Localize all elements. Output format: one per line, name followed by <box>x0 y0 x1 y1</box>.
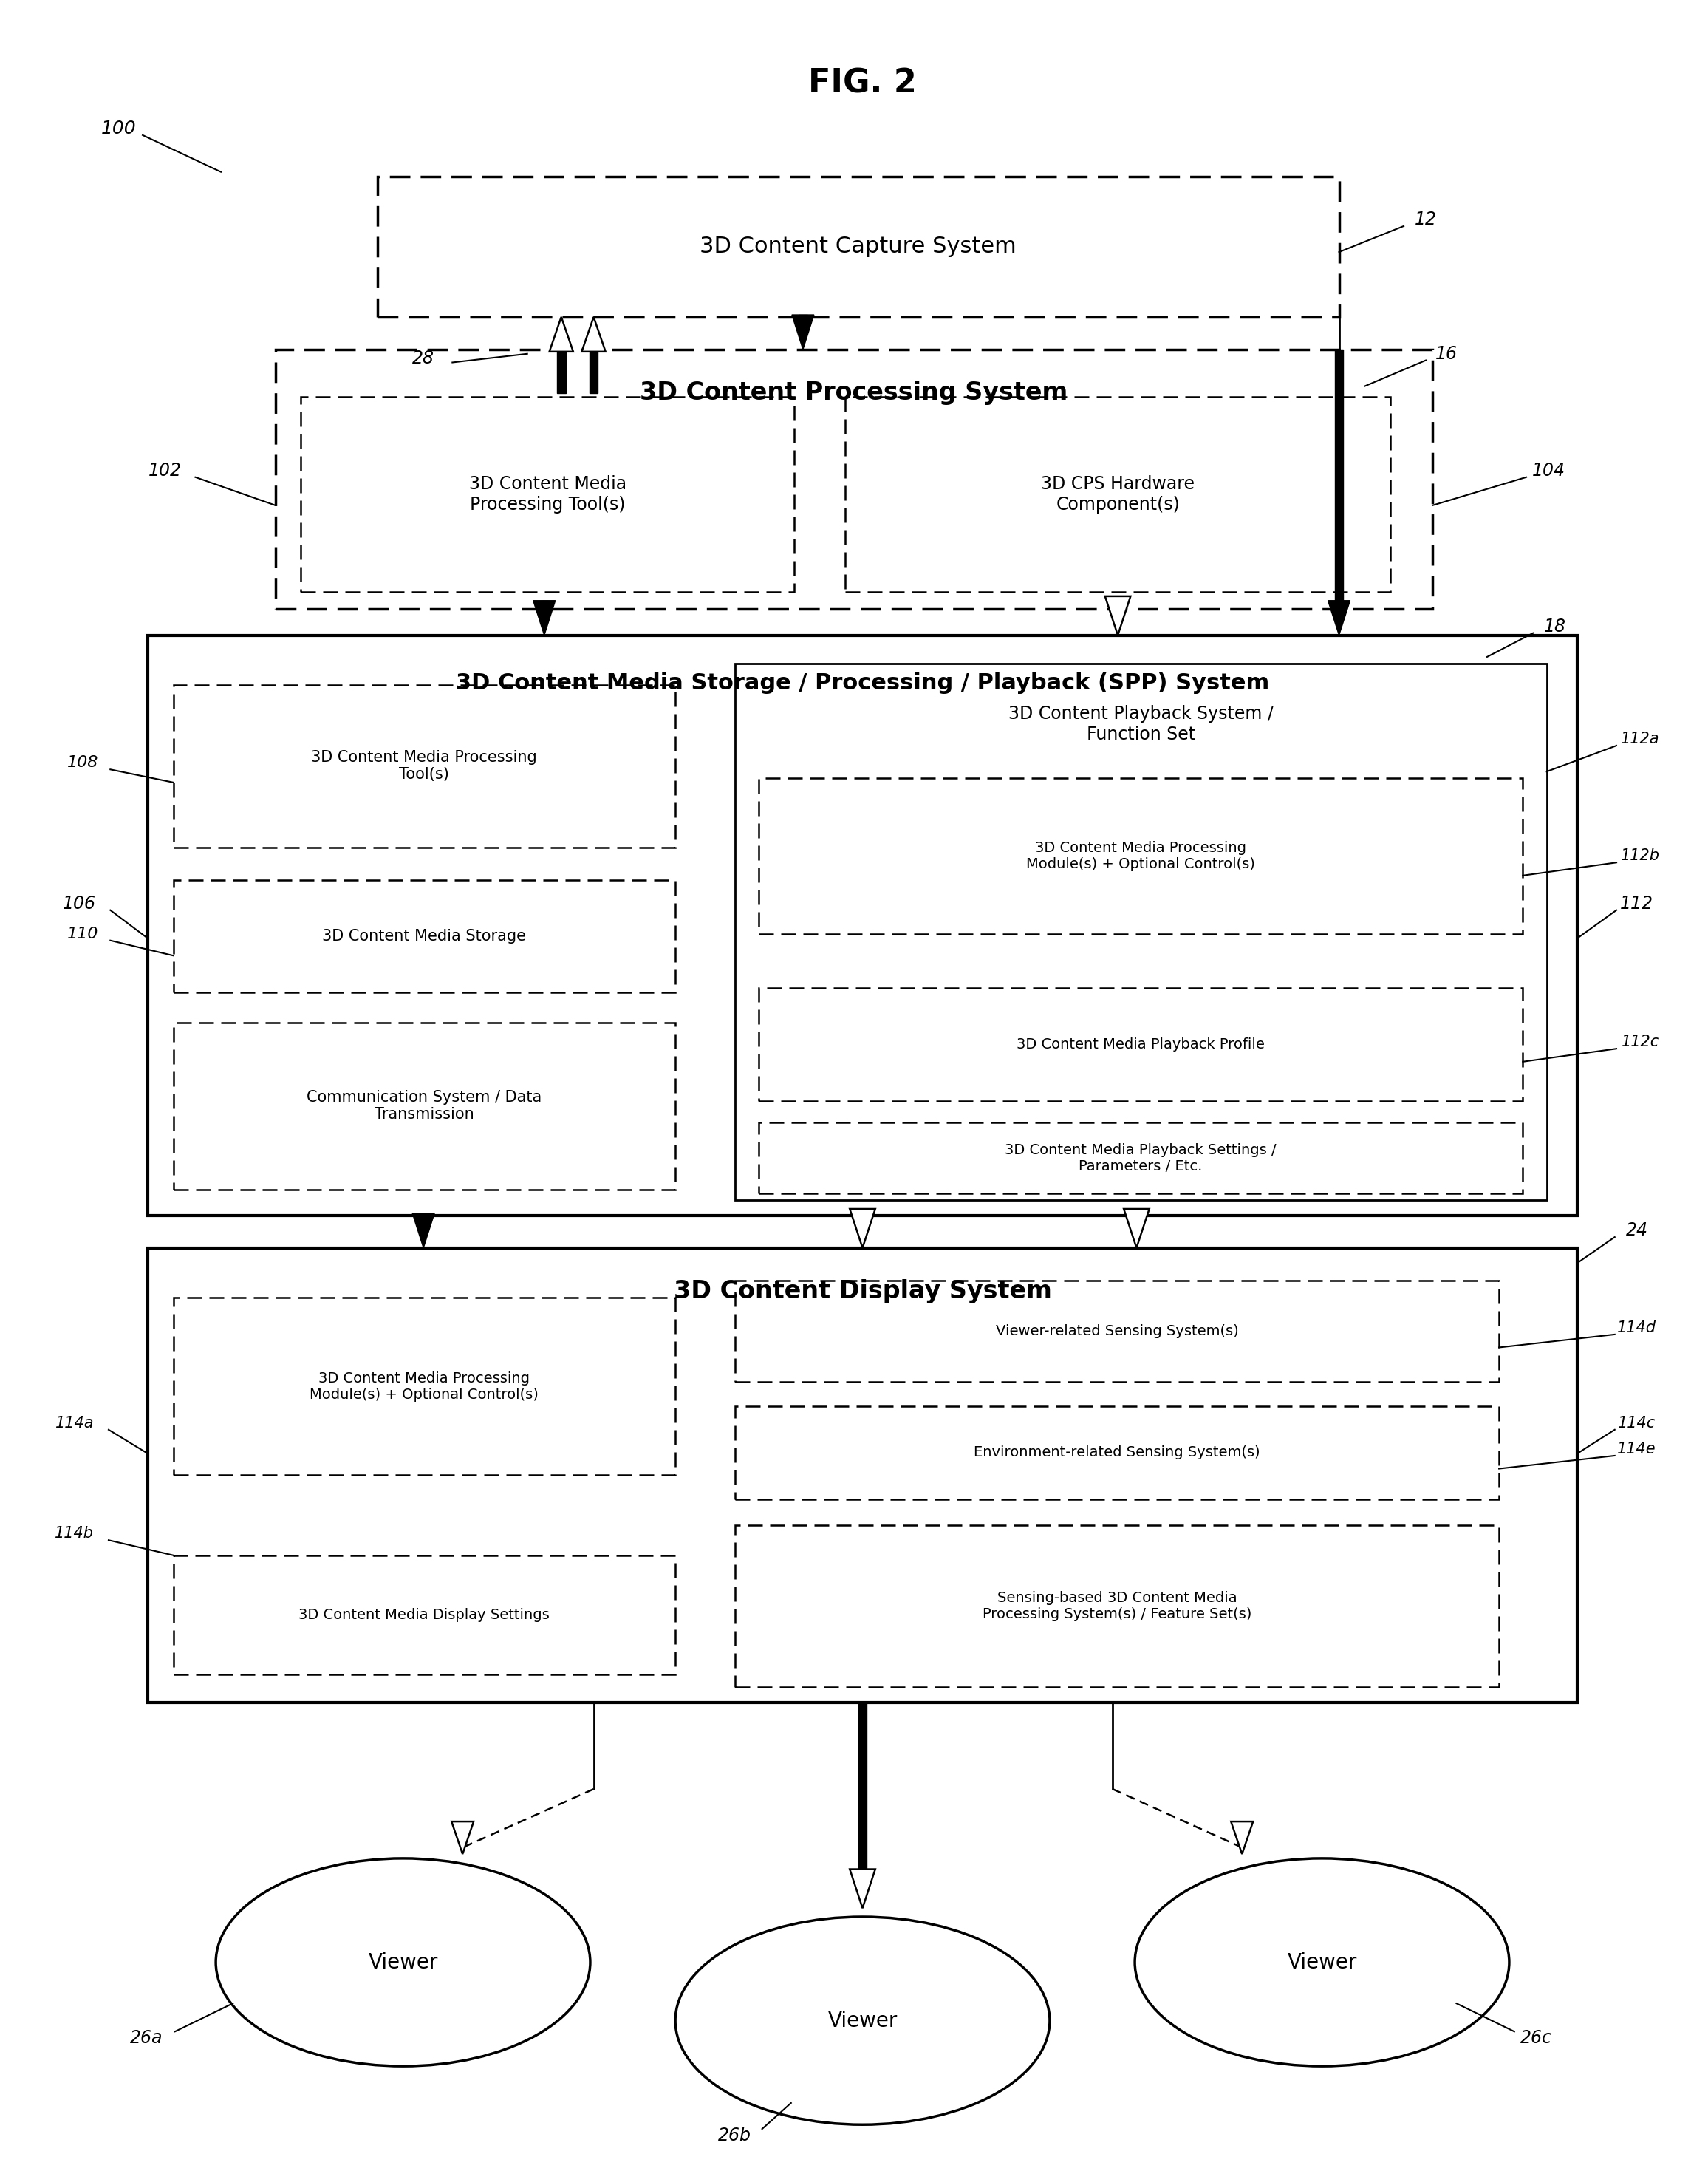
Polygon shape <box>1105 597 1131 636</box>
Polygon shape <box>851 1209 874 1248</box>
Text: 26a: 26a <box>130 2030 162 2047</box>
Ellipse shape <box>675 1917 1050 2125</box>
Text: 114c: 114c <box>1617 1415 1655 1431</box>
Bar <box>758 777 1524 934</box>
Text: 100: 100 <box>101 119 137 137</box>
Text: 3D Content Playback System /
Function Set: 3D Content Playback System / Function Se… <box>1008 706 1274 742</box>
Bar <box>147 636 1576 1216</box>
Polygon shape <box>851 1869 874 1908</box>
Text: 114b: 114b <box>55 1526 94 1541</box>
Bar <box>377 176 1339 317</box>
Ellipse shape <box>215 1858 591 2067</box>
Bar <box>758 1122 1524 1194</box>
Text: Viewer: Viewer <box>1288 1952 1356 1973</box>
Polygon shape <box>1334 350 1342 601</box>
Polygon shape <box>1114 597 1122 610</box>
Text: 24: 24 <box>1626 1222 1648 1240</box>
Polygon shape <box>793 315 815 350</box>
Polygon shape <box>557 352 565 393</box>
Text: 112: 112 <box>1621 894 1653 912</box>
Bar <box>734 1407 1500 1498</box>
Text: 3D Content Media
Processing Tool(s): 3D Content Media Processing Tool(s) <box>470 475 627 515</box>
Text: 3D Content Media Processing
Module(s) + Optional Control(s): 3D Content Media Processing Module(s) + … <box>309 1372 538 1402</box>
Polygon shape <box>1231 1821 1254 1854</box>
Polygon shape <box>451 1821 473 1854</box>
Text: 3D Content Display System: 3D Content Display System <box>673 1279 1052 1303</box>
Text: 3D Content Capture System: 3D Content Capture System <box>700 237 1016 258</box>
Text: 26c: 26c <box>1520 2030 1553 2047</box>
Polygon shape <box>540 601 548 610</box>
Text: 114e: 114e <box>1617 1442 1657 1457</box>
Text: 110: 110 <box>67 927 99 942</box>
Bar <box>845 397 1390 593</box>
Bar <box>275 350 1433 610</box>
Text: 3D Content Media Display Settings: 3D Content Media Display Settings <box>299 1609 550 1622</box>
Text: 3D Content Media Playback Settings /
Parameters / Etc.: 3D Content Media Playback Settings / Par… <box>1004 1142 1276 1172</box>
Text: Communication System / Data
Transmission: Communication System / Data Transmission <box>307 1090 541 1122</box>
Polygon shape <box>1124 1209 1149 1248</box>
Text: 12: 12 <box>1414 211 1436 228</box>
Text: 3D Content Media Processing
Tool(s): 3D Content Media Processing Tool(s) <box>311 751 538 782</box>
Bar <box>173 879 675 992</box>
Text: 112b: 112b <box>1621 849 1660 864</box>
Text: Environment-related Sensing System(s): Environment-related Sensing System(s) <box>974 1446 1261 1459</box>
Text: 3D Content Processing System: 3D Content Processing System <box>640 380 1068 406</box>
Text: 28: 28 <box>412 350 434 367</box>
Bar <box>734 1281 1500 1383</box>
Text: 3D Content Media Storage: 3D Content Media Storage <box>323 929 526 944</box>
Text: 106: 106 <box>63 894 96 912</box>
Text: FIG. 2: FIG. 2 <box>808 67 917 100</box>
Text: Sensing-based 3D Content Media
Processing System(s) / Feature Set(s): Sensing-based 3D Content Media Processin… <box>982 1591 1252 1622</box>
Text: 3D Content Media Playback Profile: 3D Content Media Playback Profile <box>1016 1038 1266 1051</box>
Ellipse shape <box>1134 1858 1510 2067</box>
Polygon shape <box>582 317 606 352</box>
Bar <box>173 686 675 847</box>
Text: 108: 108 <box>67 756 99 771</box>
Text: 18: 18 <box>1544 619 1566 636</box>
Text: 104: 104 <box>1532 462 1565 480</box>
Polygon shape <box>857 1702 866 1869</box>
Bar <box>301 397 794 593</box>
Polygon shape <box>857 1209 866 1216</box>
Polygon shape <box>459 1821 466 1832</box>
Text: Viewer: Viewer <box>828 2010 897 2032</box>
Text: 3D Content Media Processing
Module(s) + Optional Control(s): 3D Content Media Processing Module(s) + … <box>1027 840 1255 871</box>
Bar <box>173 1023 675 1190</box>
Polygon shape <box>550 317 574 352</box>
Text: Viewer-related Sensing System(s): Viewer-related Sensing System(s) <box>996 1324 1238 1337</box>
Bar <box>147 1248 1576 1702</box>
Text: 114a: 114a <box>55 1415 94 1431</box>
Polygon shape <box>533 601 555 636</box>
Text: Viewer: Viewer <box>369 1952 437 1973</box>
Text: 112c: 112c <box>1621 1036 1658 1049</box>
Polygon shape <box>589 352 598 393</box>
Text: 102: 102 <box>149 462 181 480</box>
Text: 16: 16 <box>1435 345 1457 363</box>
Text: 26b: 26b <box>719 2128 752 2145</box>
Text: 3D Content Media Storage / Processing / Playback (SPP) System: 3D Content Media Storage / Processing / … <box>456 673 1269 693</box>
Bar <box>734 1524 1500 1687</box>
Polygon shape <box>1238 1821 1245 1832</box>
Polygon shape <box>1327 601 1349 636</box>
Bar <box>734 664 1547 1201</box>
Text: 3D CPS Hardware
Component(s): 3D CPS Hardware Component(s) <box>1040 475 1194 515</box>
Bar <box>173 1298 675 1474</box>
Bar <box>173 1554 675 1674</box>
Polygon shape <box>412 1214 434 1248</box>
Text: 112a: 112a <box>1621 732 1660 747</box>
Bar <box>758 988 1524 1101</box>
Polygon shape <box>1132 1209 1141 1216</box>
Text: 114d: 114d <box>1617 1320 1657 1335</box>
